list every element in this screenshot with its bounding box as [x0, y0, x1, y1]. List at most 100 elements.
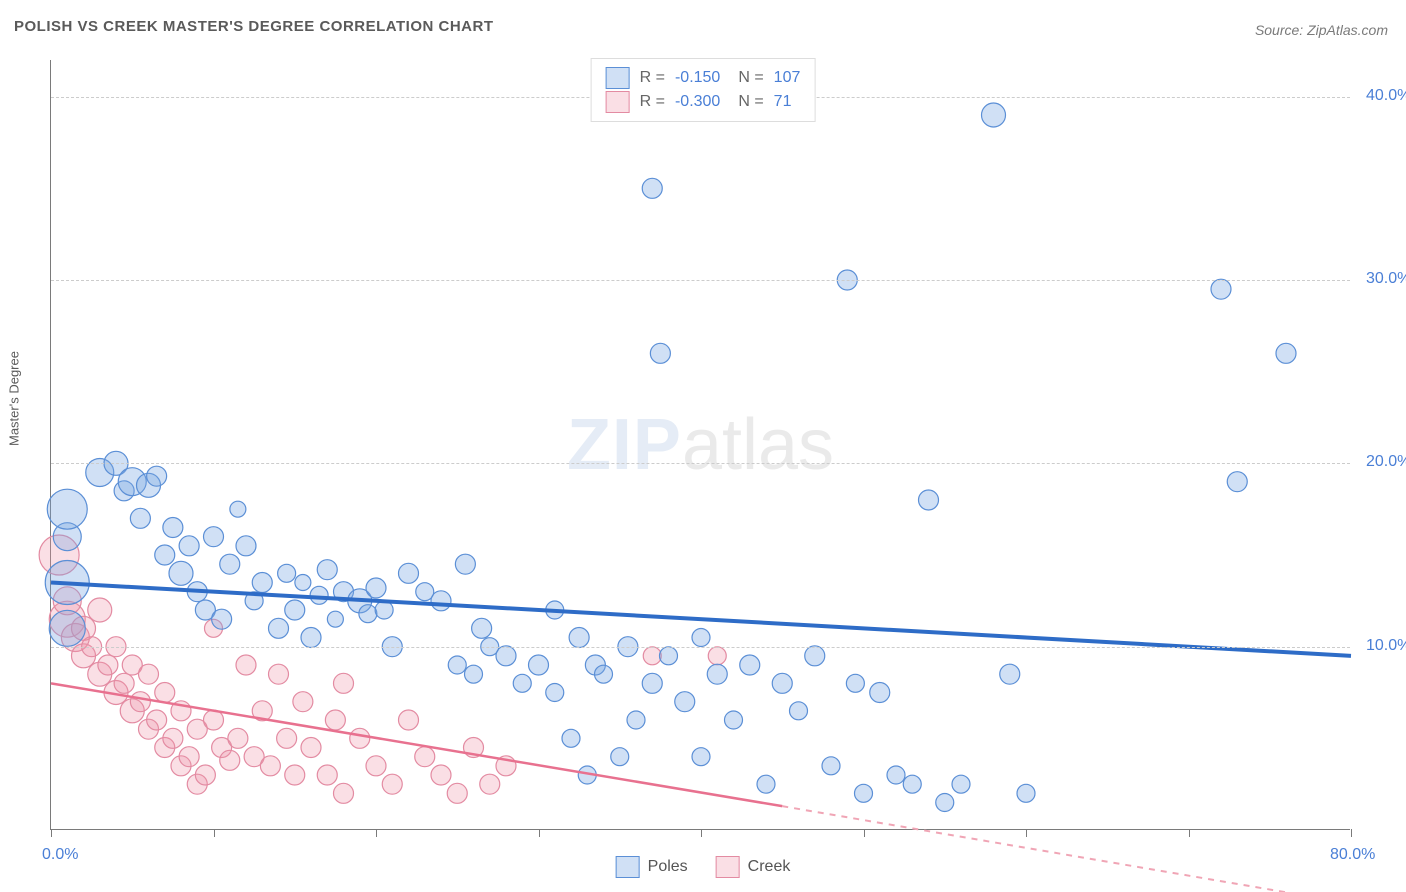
point-poles [212, 609, 232, 629]
point-poles [455, 554, 475, 574]
point-poles [301, 628, 321, 648]
point-creek [285, 765, 305, 785]
point-creek [195, 765, 215, 785]
legend-series: Poles Creek [616, 856, 791, 878]
legend-r-value: -0.150 [675, 69, 720, 87]
point-creek [155, 683, 175, 703]
x-tick [1189, 829, 1190, 837]
point-creek [334, 673, 354, 693]
point-poles [155, 545, 175, 565]
point-poles [692, 629, 710, 647]
point-creek [114, 673, 134, 693]
point-poles [642, 673, 662, 693]
point-poles [1227, 472, 1247, 492]
point-creek [325, 710, 345, 730]
point-poles [366, 578, 386, 598]
point-creek [269, 664, 289, 684]
point-poles [327, 611, 343, 627]
y-tick-label: 40.0% [1366, 87, 1406, 105]
point-creek [643, 647, 661, 665]
y-tick-label: 10.0% [1366, 637, 1406, 655]
point-poles [569, 628, 589, 648]
point-creek [350, 728, 370, 748]
point-poles [295, 575, 311, 591]
x-tick [1351, 829, 1352, 837]
point-poles [887, 766, 905, 784]
legend-n-value: 71 [774, 93, 792, 111]
point-creek [163, 728, 183, 748]
point-poles [757, 775, 775, 793]
point-creek [130, 692, 150, 712]
point-poles [317, 560, 337, 580]
point-poles [1017, 784, 1035, 802]
point-creek [260, 756, 280, 776]
trend-creek-dash [782, 806, 1318, 892]
point-creek [399, 710, 419, 730]
legend-row: R = -0.150 N = 107 [606, 67, 801, 89]
point-poles [529, 655, 549, 675]
point-poles [642, 178, 662, 198]
point-poles [285, 600, 305, 620]
point-poles [595, 665, 613, 683]
legend-correlation: R =-0.150N =107R =-0.300N =71 [591, 58, 816, 122]
point-poles [269, 618, 289, 638]
point-poles [919, 490, 939, 510]
point-poles [562, 729, 580, 747]
point-poles [147, 466, 167, 486]
point-creek [334, 783, 354, 803]
point-creek [301, 738, 321, 758]
x-tick [539, 829, 540, 837]
point-poles [952, 775, 970, 793]
point-creek [179, 747, 199, 767]
chart-svg [51, 60, 1350, 829]
legend-swatch-icon [606, 67, 630, 89]
point-poles [513, 674, 531, 692]
point-creek [480, 774, 500, 794]
legend-swatch-icon [606, 91, 630, 113]
x-tick [864, 829, 865, 837]
point-poles [870, 683, 890, 703]
point-poles [472, 618, 492, 638]
legend-n-label: N = [738, 69, 763, 87]
legend-series-label: Poles [648, 858, 688, 876]
y-tick-label: 30.0% [1366, 270, 1406, 288]
point-poles [359, 605, 377, 623]
point-creek [366, 756, 386, 776]
point-creek [415, 747, 435, 767]
point-poles [846, 674, 864, 692]
point-poles [163, 518, 183, 538]
point-creek [382, 774, 402, 794]
point-poles [982, 103, 1006, 127]
legend-n-value: 107 [774, 69, 801, 87]
point-poles [675, 692, 695, 712]
point-poles [790, 702, 808, 720]
point-poles [431, 591, 451, 611]
point-creek [708, 647, 726, 665]
chart-title: POLISH VS CREEK MASTER'S DEGREE CORRELAT… [14, 18, 494, 35]
y-axis-label: Master's Degree [7, 351, 22, 446]
legend-row: R =-0.300N =71 [606, 91, 801, 113]
legend-series-label: Creek [748, 858, 791, 876]
point-creek [88, 598, 112, 622]
point-poles [49, 610, 85, 646]
point-poles [278, 564, 296, 582]
point-poles [204, 527, 224, 547]
point-poles [772, 673, 792, 693]
point-poles [399, 563, 419, 583]
point-creek [220, 750, 240, 770]
point-creek [228, 728, 248, 748]
point-poles [855, 784, 873, 802]
point-poles [740, 655, 760, 675]
point-poles [692, 748, 710, 766]
point-poles [805, 646, 825, 666]
gridline-h [51, 463, 1350, 464]
point-poles [903, 775, 921, 793]
point-creek [139, 664, 159, 684]
point-poles [1276, 343, 1296, 363]
point-poles [936, 794, 954, 812]
legend-swatch-icon [716, 856, 740, 878]
legend-n-label: N = [738, 93, 763, 111]
legend-r-label: R = [640, 69, 665, 87]
point-poles [236, 536, 256, 556]
point-poles [650, 343, 670, 363]
